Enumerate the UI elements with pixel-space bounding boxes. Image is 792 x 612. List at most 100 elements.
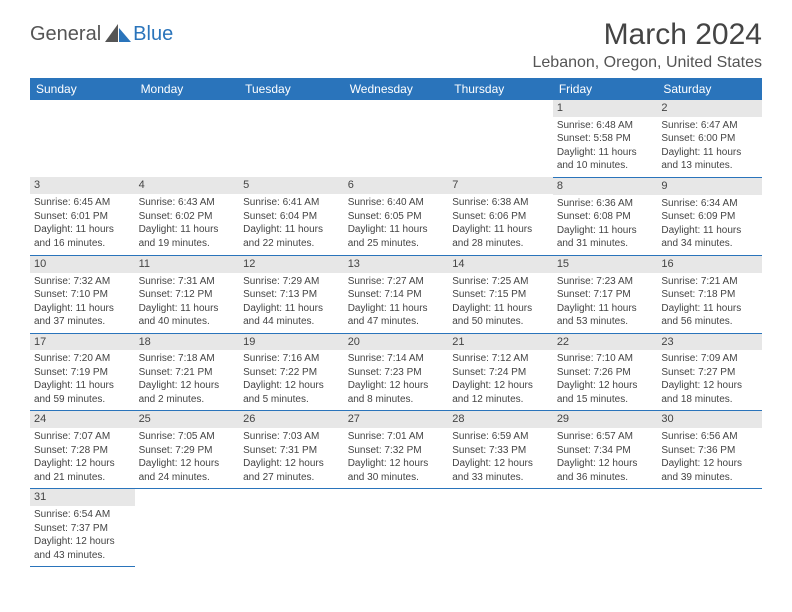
calendar-cell: 11Sunrise: 7:31 AMSunset: 7:12 PMDayligh… bbox=[135, 255, 240, 333]
daylight2-text: and 36 minutes. bbox=[557, 471, 654, 485]
sunset-text: Sunset: 7:34 PM bbox=[557, 444, 654, 458]
day-number: 23 bbox=[657, 334, 762, 351]
daylight1-text: Daylight: 11 hours bbox=[139, 302, 236, 316]
weekday-header: Tuesday bbox=[239, 78, 344, 100]
calendar-cell: 12Sunrise: 7:29 AMSunset: 7:13 PMDayligh… bbox=[239, 255, 344, 333]
daylight1-text: Daylight: 11 hours bbox=[661, 224, 758, 238]
sunset-text: Sunset: 7:27 PM bbox=[661, 366, 758, 380]
sunset-text: Sunset: 7:31 PM bbox=[243, 444, 340, 458]
sunset-text: Sunset: 7:12 PM bbox=[139, 288, 236, 302]
sunrise-text: Sunrise: 7:09 AM bbox=[661, 352, 758, 366]
calendar-cell: 6Sunrise: 6:40 AMSunset: 6:05 PMDaylight… bbox=[344, 177, 449, 255]
sunset-text: Sunset: 7:24 PM bbox=[452, 366, 549, 380]
calendar-row: 10Sunrise: 7:32 AMSunset: 7:10 PMDayligh… bbox=[30, 255, 762, 333]
calendar-cell: 18Sunrise: 7:18 AMSunset: 7:21 PMDayligh… bbox=[135, 333, 240, 411]
sunset-text: Sunset: 7:15 PM bbox=[452, 288, 549, 302]
sunrise-text: Sunrise: 7:25 AM bbox=[452, 275, 549, 289]
daylight2-text: and 10 minutes. bbox=[557, 159, 654, 173]
daylight2-text: and 2 minutes. bbox=[139, 393, 236, 407]
daylight2-text: and 28 minutes. bbox=[452, 237, 549, 251]
daylight1-text: Daylight: 11 hours bbox=[557, 302, 654, 316]
calendar-cell: 21Sunrise: 7:12 AMSunset: 7:24 PMDayligh… bbox=[448, 333, 553, 411]
sunset-text: Sunset: 6:09 PM bbox=[661, 210, 758, 224]
day-number: 22 bbox=[553, 334, 658, 351]
day-number: 30 bbox=[657, 411, 762, 428]
calendar-cell bbox=[657, 489, 762, 567]
daylight1-text: Daylight: 12 hours bbox=[243, 379, 340, 393]
day-number: 4 bbox=[135, 177, 240, 194]
daylight1-text: Daylight: 12 hours bbox=[661, 457, 758, 471]
daylight2-text: and 16 minutes. bbox=[34, 237, 131, 251]
day-number: 24 bbox=[30, 411, 135, 428]
daylight2-text: and 31 minutes. bbox=[557, 237, 654, 251]
sunset-text: Sunset: 7:10 PM bbox=[34, 288, 131, 302]
sunset-text: Sunset: 6:05 PM bbox=[348, 210, 445, 224]
month-title: March 2024 bbox=[533, 18, 763, 52]
calendar-cell: 28Sunrise: 6:59 AMSunset: 7:33 PMDayligh… bbox=[448, 411, 553, 489]
sunset-text: Sunset: 6:00 PM bbox=[661, 132, 758, 146]
calendar-row: 3Sunrise: 6:45 AMSunset: 6:01 PMDaylight… bbox=[30, 177, 762, 255]
calendar-cell: 26Sunrise: 7:03 AMSunset: 7:31 PMDayligh… bbox=[239, 411, 344, 489]
calendar-row: 1Sunrise: 6:48 AMSunset: 5:58 PMDaylight… bbox=[30, 100, 762, 177]
sunrise-text: Sunrise: 7:16 AM bbox=[243, 352, 340, 366]
daylight1-text: Daylight: 12 hours bbox=[34, 535, 131, 549]
daylight2-text: and 47 minutes. bbox=[348, 315, 445, 329]
calendar-cell bbox=[448, 100, 553, 177]
daylight1-text: Daylight: 12 hours bbox=[243, 457, 340, 471]
sunrise-text: Sunrise: 7:12 AM bbox=[452, 352, 549, 366]
sunset-text: Sunset: 7:18 PM bbox=[661, 288, 758, 302]
logo-text-blue: Blue bbox=[133, 23, 173, 46]
sunset-text: Sunset: 6:08 PM bbox=[557, 210, 654, 224]
calendar-cell: 2Sunrise: 6:47 AMSunset: 6:00 PMDaylight… bbox=[657, 100, 762, 177]
daylight2-text: and 15 minutes. bbox=[557, 393, 654, 407]
sunrise-text: Sunrise: 6:59 AM bbox=[452, 430, 549, 444]
calendar-cell: 19Sunrise: 7:16 AMSunset: 7:22 PMDayligh… bbox=[239, 333, 344, 411]
calendar-cell: 3Sunrise: 6:45 AMSunset: 6:01 PMDaylight… bbox=[30, 177, 135, 255]
daylight2-text: and 34 minutes. bbox=[661, 237, 758, 251]
weekday-header: Saturday bbox=[657, 78, 762, 100]
daylight1-text: Daylight: 12 hours bbox=[661, 379, 758, 393]
daylight1-text: Daylight: 12 hours bbox=[139, 379, 236, 393]
sunrise-text: Sunrise: 7:05 AM bbox=[139, 430, 236, 444]
day-number: 7 bbox=[448, 177, 553, 194]
calendar-cell bbox=[553, 489, 658, 567]
sunset-text: Sunset: 7:21 PM bbox=[139, 366, 236, 380]
daylight2-text: and 40 minutes. bbox=[139, 315, 236, 329]
calendar-cell: 14Sunrise: 7:25 AMSunset: 7:15 PMDayligh… bbox=[448, 255, 553, 333]
calendar-cell: 15Sunrise: 7:23 AMSunset: 7:17 PMDayligh… bbox=[553, 255, 658, 333]
calendar-cell: 16Sunrise: 7:21 AMSunset: 7:18 PMDayligh… bbox=[657, 255, 762, 333]
daylight1-text: Daylight: 12 hours bbox=[348, 457, 445, 471]
day-number: 8 bbox=[553, 178, 658, 195]
sunrise-text: Sunrise: 7:10 AM bbox=[557, 352, 654, 366]
sunrise-text: Sunrise: 7:14 AM bbox=[348, 352, 445, 366]
daylight1-text: Daylight: 11 hours bbox=[348, 223, 445, 237]
sunrise-text: Sunrise: 6:43 AM bbox=[139, 196, 236, 210]
calendar-cell: 5Sunrise: 6:41 AMSunset: 6:04 PMDaylight… bbox=[239, 177, 344, 255]
daylight1-text: Daylight: 11 hours bbox=[452, 223, 549, 237]
calendar-cell: 7Sunrise: 6:38 AMSunset: 6:06 PMDaylight… bbox=[448, 177, 553, 255]
sunrise-text: Sunrise: 7:20 AM bbox=[34, 352, 131, 366]
calendar-cell bbox=[135, 100, 240, 177]
sunset-text: Sunset: 6:01 PM bbox=[34, 210, 131, 224]
sunset-text: Sunset: 7:23 PM bbox=[348, 366, 445, 380]
day-number: 9 bbox=[657, 178, 762, 195]
day-number: 27 bbox=[344, 411, 449, 428]
title-block: March 2024 Lebanon, Oregon, United State… bbox=[533, 18, 763, 72]
sunrise-text: Sunrise: 6:54 AM bbox=[34, 508, 131, 522]
calendar-cell: 1Sunrise: 6:48 AMSunset: 5:58 PMDaylight… bbox=[553, 100, 658, 177]
sunrise-text: Sunrise: 6:45 AM bbox=[34, 196, 131, 210]
calendar-cell: 23Sunrise: 7:09 AMSunset: 7:27 PMDayligh… bbox=[657, 333, 762, 411]
daylight1-text: Daylight: 11 hours bbox=[661, 302, 758, 316]
daylight1-text: Daylight: 11 hours bbox=[34, 223, 131, 237]
calendar-table: SundayMondayTuesdayWednesdayThursdayFrid… bbox=[30, 78, 762, 567]
daylight2-text: and 59 minutes. bbox=[34, 393, 131, 407]
day-number: 28 bbox=[448, 411, 553, 428]
sunset-text: Sunset: 7:17 PM bbox=[557, 288, 654, 302]
day-number: 13 bbox=[344, 256, 449, 273]
daylight2-text: and 8 minutes. bbox=[348, 393, 445, 407]
calendar-cell: 22Sunrise: 7:10 AMSunset: 7:26 PMDayligh… bbox=[553, 333, 658, 411]
sunrise-text: Sunrise: 7:07 AM bbox=[34, 430, 131, 444]
daylight1-text: Daylight: 11 hours bbox=[557, 224, 654, 238]
sunset-text: Sunset: 7:26 PM bbox=[557, 366, 654, 380]
calendar-cell bbox=[30, 100, 135, 177]
